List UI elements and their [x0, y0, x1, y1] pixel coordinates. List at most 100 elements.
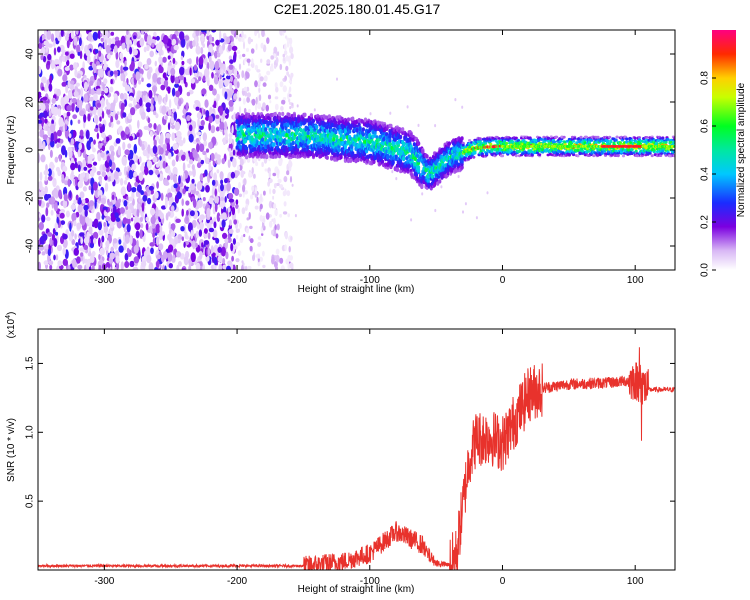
heatmap-cell	[128, 103, 133, 108]
heatmap-cell	[214, 188, 217, 197]
heatmap-cell	[291, 183, 294, 187]
heatmap-cell	[210, 171, 214, 177]
heatmap-cell	[123, 180, 128, 185]
heatmap-cell	[289, 262, 294, 269]
heatmap-cell	[51, 97, 56, 104]
heatmap-cell	[315, 124, 319, 130]
heatmap-cell	[147, 117, 151, 124]
heatmap-cell	[98, 254, 101, 260]
heatmap-cell	[276, 223, 280, 231]
heatmap-cell	[92, 31, 99, 41]
heatmap-cell	[95, 114, 99, 125]
heatmap-cell	[171, 124, 175, 130]
heatmap-cell	[80, 216, 86, 226]
heatmap-cell	[141, 77, 144, 82]
heatmap-cell	[167, 152, 172, 160]
heatmap-cell	[199, 222, 204, 230]
heatmap-cell	[149, 130, 153, 137]
heatmap-cell	[133, 152, 137, 162]
heatmap-cell	[42, 34, 46, 40]
heatmap-cell	[186, 209, 189, 216]
heatmap-cell	[290, 53, 294, 60]
heatmap-cell	[74, 233, 77, 240]
heatmap-cell	[224, 196, 227, 203]
heatmap-cell	[94, 198, 97, 209]
heatmap-cell	[160, 84, 166, 91]
heatmap-cell	[186, 91, 191, 97]
heatmap-cell	[269, 188, 272, 195]
heatmap-cell	[110, 150, 115, 157]
heatmap-cell	[239, 158, 244, 166]
heatmap-cell	[77, 264, 83, 270]
heatmap-cell	[401, 127, 405, 132]
heatmap-cell	[192, 149, 198, 159]
heatmap-cell	[236, 81, 240, 89]
heatmap-cell	[114, 212, 119, 219]
heatmap-cell	[421, 149, 425, 154]
heatmap-cell	[137, 94, 141, 100]
heatmap-cell	[146, 58, 152, 66]
heatmap-cell	[80, 87, 84, 98]
heatmap-cell	[402, 141, 406, 146]
heatmap-cell	[49, 123, 56, 133]
heatmap-cell	[182, 188, 186, 195]
heatmap-cell	[57, 260, 62, 267]
heatmap-cell	[42, 233, 48, 241]
heatmap-cell	[45, 207, 49, 217]
heatmap-cell	[234, 187, 240, 196]
heatmap-cell	[339, 154, 343, 160]
heatmap-cell	[155, 206, 159, 217]
heatmap-cell	[83, 204, 89, 211]
heatmap-cell	[232, 149, 236, 156]
heatmap-cell	[208, 44, 214, 53]
heatmap-cell	[191, 164, 195, 171]
heatmap-cell	[139, 37, 145, 47]
heatmap-cell	[255, 186, 257, 195]
heatmap-cell	[172, 143, 178, 151]
heatmap-cell	[199, 143, 205, 152]
heatmap-cell	[206, 30, 210, 37]
heatmap-cell	[156, 181, 160, 189]
heatmap-cell	[52, 177, 57, 188]
heatmap-cell	[118, 245, 124, 253]
heatmap-cell	[108, 159, 113, 167]
heatmap-cell	[246, 96, 251, 103]
heatmap-cell	[83, 237, 90, 245]
heatmap-cell	[259, 76, 264, 82]
heatmap-cell	[178, 98, 182, 107]
heatmap-cell	[225, 75, 232, 80]
heatmap-cell	[117, 145, 122, 156]
heatmap-cell	[128, 135, 134, 141]
heatmap-cell	[159, 212, 164, 220]
heatmap-cell	[242, 184, 246, 193]
heatmap-cell	[65, 84, 69, 94]
heatmap-cell	[241, 207, 246, 215]
heatmap-cell	[170, 231, 176, 237]
heatmap-cell	[56, 88, 61, 97]
heatmap-cell	[218, 263, 223, 270]
heatmap-cell	[137, 119, 140, 129]
heatmap-cell	[194, 100, 200, 105]
heatmap-cell	[197, 199, 203, 208]
heatmap-cell	[77, 51, 81, 56]
heatmap-cell	[137, 61, 143, 68]
heatmap-cell	[175, 218, 181, 223]
heatmap-cell	[65, 35, 69, 41]
heatmap-cell	[71, 98, 78, 103]
heatmap-cell	[192, 40, 196, 47]
heatmap-cell	[101, 145, 106, 152]
heatmap-cell	[240, 37, 245, 43]
heatmap-cell	[176, 130, 182, 138]
heatmap-cell	[148, 185, 154, 191]
heatmap-cell	[395, 167, 399, 172]
heatmap-cell	[284, 232, 288, 240]
heatmap-cell	[57, 169, 62, 177]
heatmap-cell	[224, 91, 228, 100]
heatmap-cell	[224, 178, 228, 184]
heatmap-cell	[115, 59, 120, 69]
heatmap-cell	[76, 256, 81, 264]
heatmap-cell	[245, 149, 249, 155]
heatmap-cell	[100, 33, 103, 38]
heatmap-cell	[171, 87, 176, 97]
heatmap-cell	[351, 116, 355, 121]
